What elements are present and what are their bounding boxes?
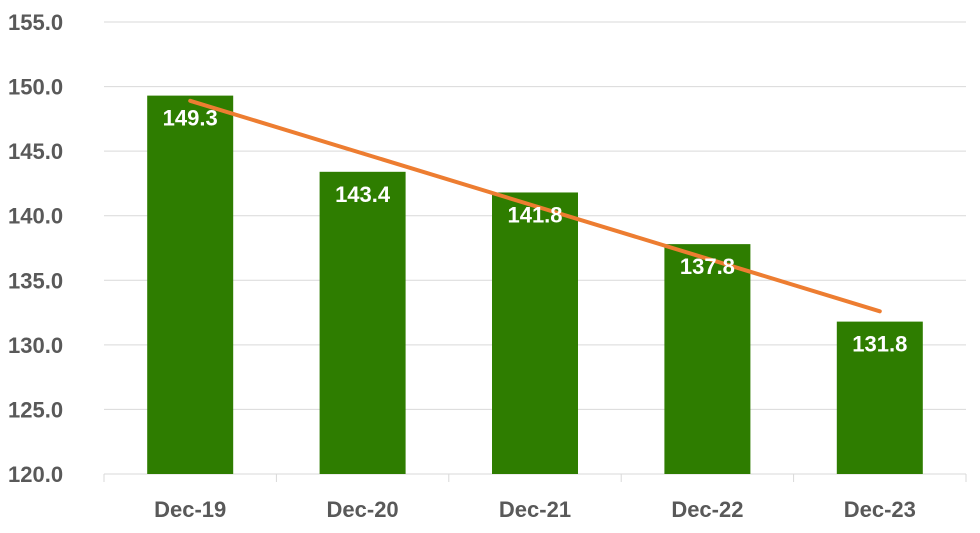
bars xyxy=(147,95,923,475)
x-tick-label: Dec-19 xyxy=(154,497,226,522)
trendline xyxy=(188,98,882,314)
y-tick-label: 120.0 xyxy=(8,462,63,487)
data-label: 149.3 xyxy=(163,106,218,131)
y-tick-label: 140.0 xyxy=(8,204,63,229)
y-tick-label: 135.0 xyxy=(8,268,63,293)
y-tick-label: 155.0 xyxy=(8,10,63,35)
x-tick-label: Dec-23 xyxy=(844,497,916,522)
bar-dec-20 xyxy=(319,171,406,474)
y-tick-label: 130.0 xyxy=(8,333,63,358)
y-tick-label: 125.0 xyxy=(8,397,63,422)
data-labels: 149.3 143.4 141.8 137.8 131.8 xyxy=(163,106,908,357)
x-tick-label: Dec-22 xyxy=(671,497,743,522)
data-label: 141.8 xyxy=(507,202,562,227)
y-tick-label: 150.0 xyxy=(8,75,63,100)
data-label: 137.8 xyxy=(680,254,735,279)
x-axis-ticks: Dec-19 Dec-20 Dec-21 Dec-22 Dec-23 xyxy=(103,474,967,522)
bar-dec-22 xyxy=(664,244,751,474)
data-label: 131.8 xyxy=(852,332,907,357)
y-axis-ticks: 120.0 125.0 130.0 135.0 140.0 145.0 150.0 155.0 xyxy=(8,10,63,487)
x-tick-label: Dec-21 xyxy=(499,497,571,522)
data-label: 143.4 xyxy=(335,182,391,207)
x-tick-label: Dec-20 xyxy=(327,497,399,522)
bar-dec-19 xyxy=(147,95,234,475)
bar-dec-23 xyxy=(836,321,923,474)
y-tick-label: 145.0 xyxy=(8,139,63,164)
bar-dec-21 xyxy=(492,192,578,474)
trendline-layer xyxy=(188,98,882,314)
